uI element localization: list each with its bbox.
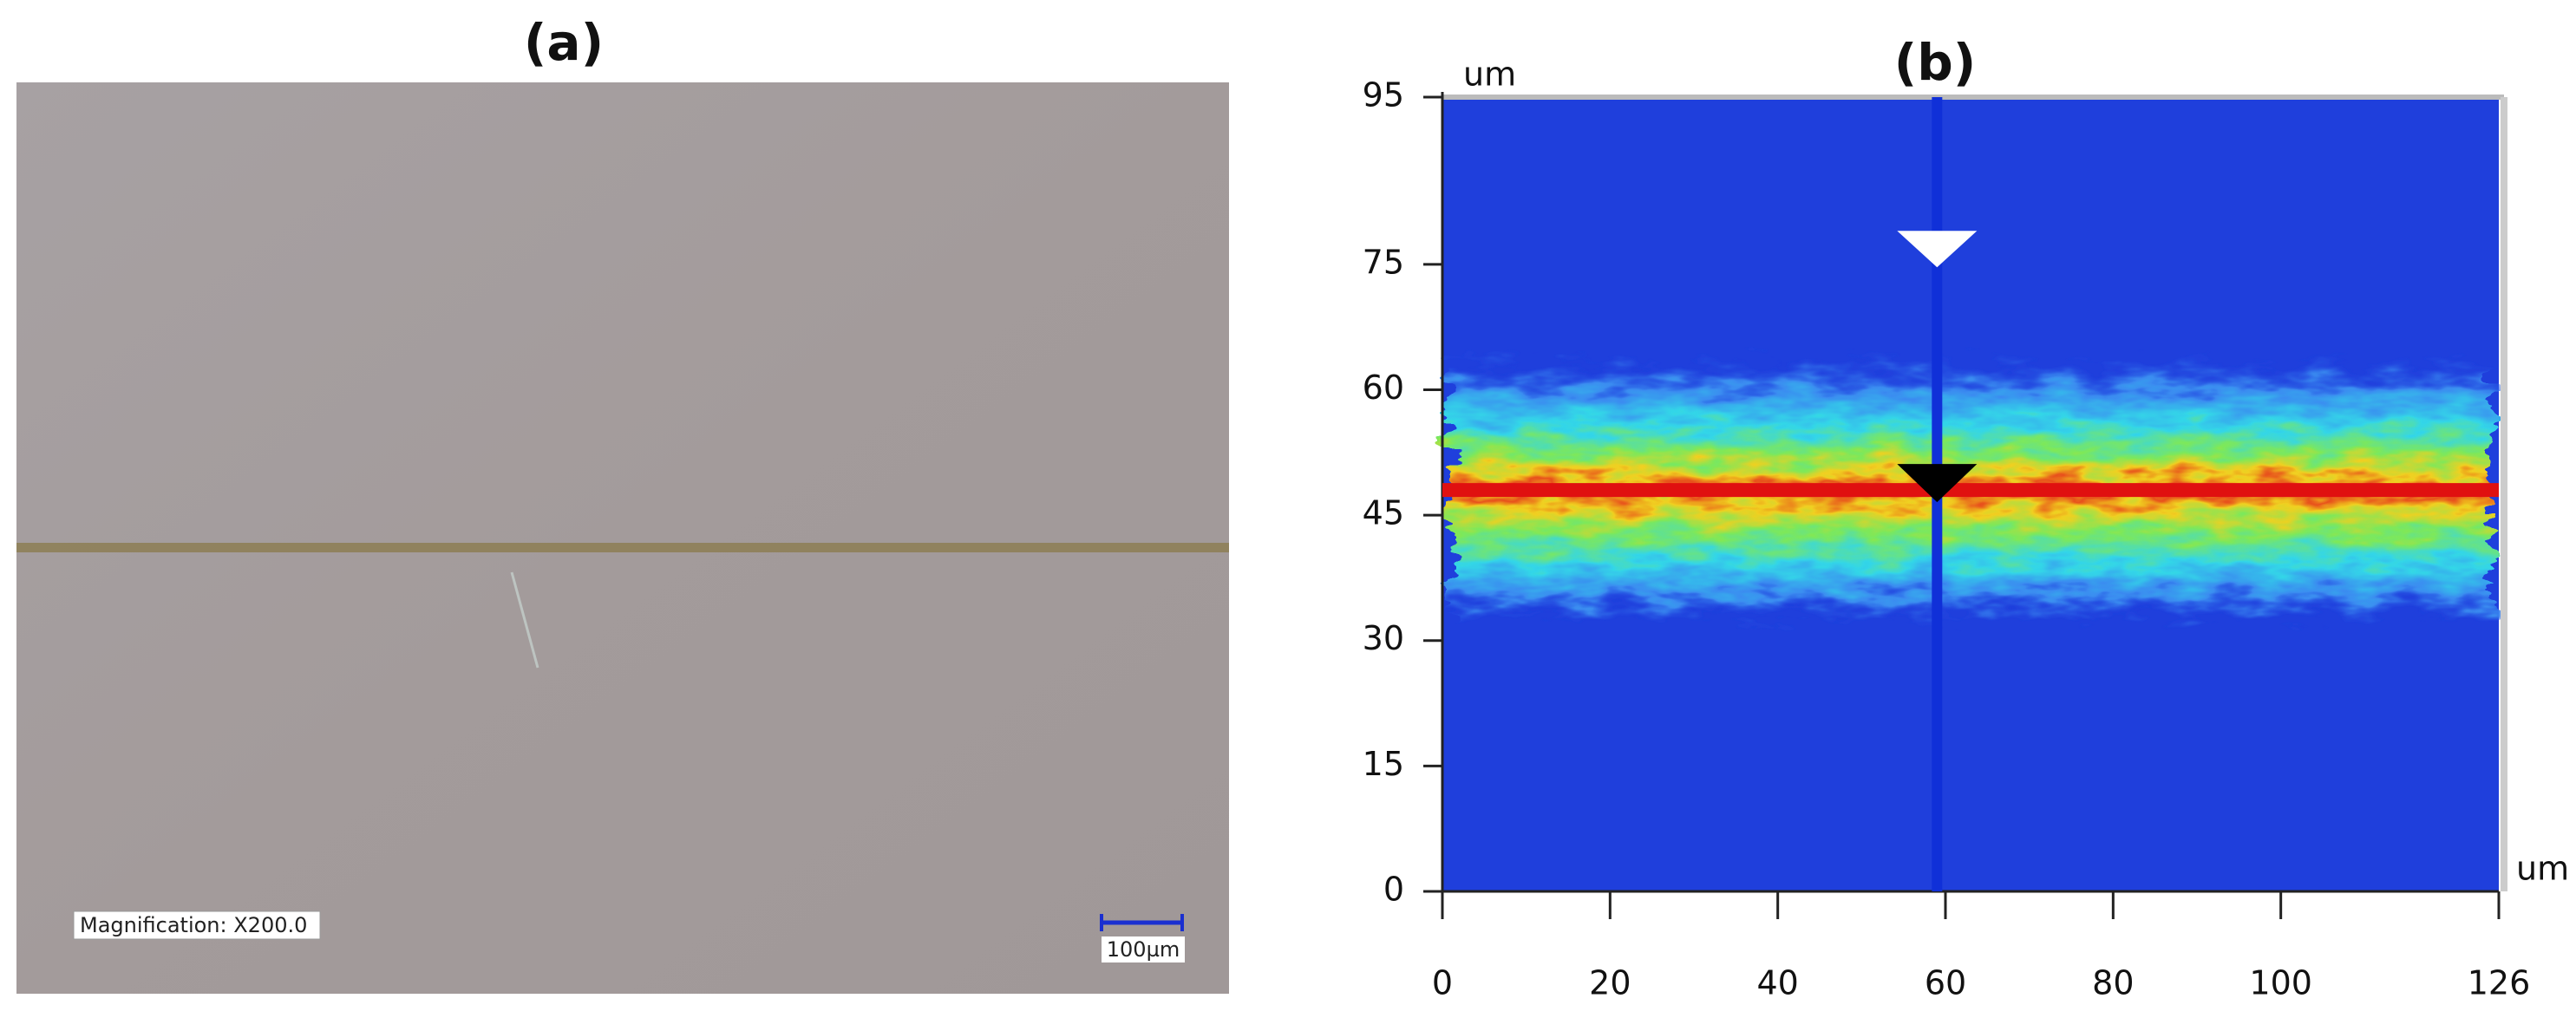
scratch xyxy=(510,571,539,669)
magnification: Magnification: X200.0 xyxy=(80,913,307,937)
y-tick-label: 95 xyxy=(1363,76,1404,114)
marker-cursor xyxy=(1897,464,1978,503)
panel-label: (b) xyxy=(1894,33,1977,92)
marker-top xyxy=(1897,231,1978,268)
y-unit: um xyxy=(1463,55,1516,94)
x-tick-label: 100 xyxy=(2249,964,2312,1002)
x-tick-label: 0 xyxy=(1432,964,1453,1002)
magnification-box xyxy=(73,910,321,940)
y-tick-label: 60 xyxy=(1363,369,1404,407)
y-tick-label: 30 xyxy=(1363,619,1404,657)
x-tick-label: 126 xyxy=(2468,964,2531,1002)
micrograph xyxy=(16,82,1229,994)
x-tick-label: 60 xyxy=(1925,964,1966,1002)
x-tick-label: 80 xyxy=(2092,964,2134,1002)
scale-bar-box xyxy=(1102,936,1185,962)
panel-label: (a) xyxy=(524,13,604,72)
scale-bar-label: 100µm xyxy=(1107,937,1180,962)
laser-track xyxy=(16,543,1229,552)
scale-bar xyxy=(1100,914,1184,931)
y-tick-label: 0 xyxy=(1383,871,1404,909)
x-unit: um xyxy=(2516,850,2569,888)
x-tick-label: 20 xyxy=(1589,964,1631,1002)
y-tick-label: 75 xyxy=(1363,243,1404,281)
y-tick-label: 45 xyxy=(1363,494,1404,532)
x-tick-label: 40 xyxy=(1756,964,1798,1002)
y-tick-label: 15 xyxy=(1363,745,1404,783)
